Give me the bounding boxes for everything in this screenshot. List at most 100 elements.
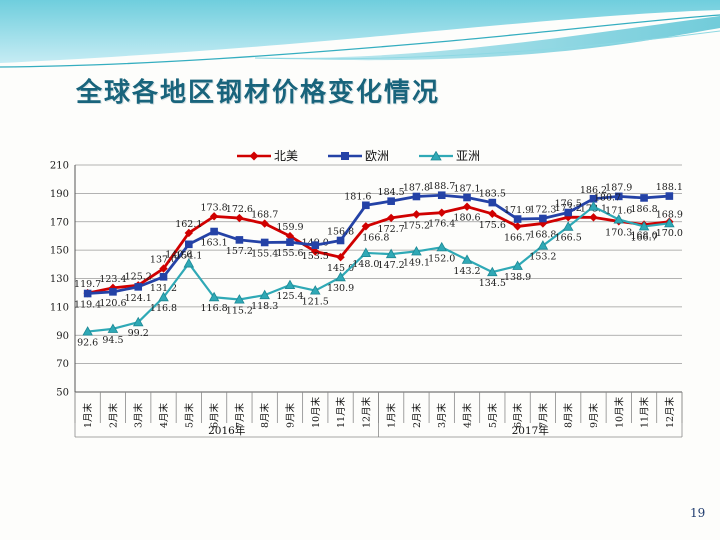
data-point-label: 166.8 — [362, 232, 389, 243]
data-point-marker — [260, 238, 269, 247]
data-point-marker — [588, 201, 599, 211]
data-point-label: 124.1 — [125, 293, 152, 304]
data-point-marker — [488, 198, 497, 207]
data-point-marker — [311, 241, 320, 249]
x-axis-month-label: 1月末 — [386, 402, 398, 428]
data-point-marker — [539, 214, 547, 223]
x-axis-month-label: 7月末 — [537, 402, 549, 428]
steel-price-chart: 50 70 90 110 130 150 170 190 210 1月末 2月末 3月末 4月末 5月末 6… — [0, 140, 720, 470]
data-point-label: 173.2 — [555, 203, 582, 214]
x-axis-month-label: 10月末 — [310, 396, 322, 428]
data-point-label: 184.5 — [378, 187, 405, 198]
data-point-label: 125.2 — [125, 271, 152, 282]
legend-label-north-america: 北美 — [274, 149, 299, 163]
data-point-marker — [537, 240, 549, 250]
wave-main — [0, 0, 720, 63]
data-point-label: 125.4 — [276, 291, 303, 302]
data-point-marker — [513, 215, 522, 223]
data-point-label: 92.6 — [77, 338, 98, 349]
legend-item-europe: 欧洲 — [328, 147, 389, 164]
data-point-label: 186.8 — [630, 204, 657, 215]
data-point-marker — [235, 213, 244, 223]
x-axis-month-label: 4月末 — [462, 402, 474, 428]
data-point-marker — [614, 192, 623, 201]
x-axis-month-label: 8月末 — [563, 402, 575, 428]
data-point-label: 155.4 — [251, 248, 278, 259]
data-point-marker — [109, 288, 117, 296]
x-axis-month-label: 4月末 — [158, 402, 170, 428]
data-point-marker — [463, 193, 471, 202]
data-point-label: 153.5 — [302, 251, 329, 262]
y-axis-tick-label: 110 — [50, 302, 69, 313]
data-point-label: 134.5 — [479, 278, 506, 289]
legend-item-asia: 亚洲 — [419, 147, 480, 164]
data-point-label: 176.4 — [428, 219, 455, 230]
data-point-marker — [82, 326, 93, 336]
wave-line-light — [254, 30, 720, 60]
data-point-marker — [286, 238, 294, 246]
data-point-marker — [284, 279, 296, 290]
data-point-label: 121.5 — [302, 297, 329, 308]
data-point-label: 131.2 — [150, 283, 177, 294]
x-axis-month-label: 12月末 — [664, 396, 676, 428]
x-axis-month-label: 11月末 — [639, 396, 651, 428]
data-point-label: 123.4 — [99, 274, 126, 285]
slide-title: 全球各地区钢材价格变化情况 — [76, 78, 441, 108]
data-point-marker — [411, 245, 422, 256]
x-axis-year-label: 2017年 — [512, 424, 549, 437]
data-point-marker — [336, 236, 345, 245]
data-point-label: 168.7 — [251, 210, 278, 221]
y-axis-tick-label: 90 — [56, 331, 69, 342]
data-point-label: 149.1 — [403, 257, 430, 268]
data-point-label: 163.1 — [201, 238, 228, 249]
data-point-label: 170.0 — [656, 228, 683, 239]
x-axis-month-label: 7月末 — [234, 402, 246, 428]
data-point-marker — [640, 194, 648, 202]
data-point-label: 188.1 — [656, 182, 683, 193]
y-axis-tick-label: 130 — [50, 274, 69, 285]
data-point-marker — [183, 258, 195, 268]
wave-ribbon — [262, 16, 720, 61]
series-line-亚洲 — [87, 205, 670, 333]
data-point-label: 156.8 — [327, 226, 354, 237]
data-point-label: 153.2 — [529, 252, 556, 263]
data-point-marker — [437, 208, 446, 217]
data-point-marker — [107, 323, 119, 333]
data-point-marker — [665, 192, 674, 200]
y-axis-tick-label: 70 — [56, 359, 69, 370]
legend-label-europe: 欧洲 — [365, 149, 390, 163]
data-point-label: 120.6 — [99, 298, 126, 309]
data-point-marker — [234, 294, 245, 304]
x-axis-month-label: 10月末 — [613, 396, 625, 428]
data-point-marker — [360, 247, 372, 257]
data-point-label: 172.7 — [378, 224, 405, 235]
data-point-marker — [387, 197, 395, 205]
x-axis-month-label: 6月末 — [209, 402, 221, 428]
data-point-label: 137.0 — [150, 255, 177, 266]
x-axis-month-label: 11月末 — [335, 396, 347, 428]
x-axis-month-label: 5月末 — [183, 402, 195, 428]
data-point-label: 99.2 — [128, 328, 149, 339]
data-point-label: 172.6 — [226, 204, 253, 215]
data-point-label: 143.2 — [453, 266, 480, 277]
x-axis-month-label: 9月末 — [284, 402, 296, 428]
data-point-label: 181.6 — [344, 191, 371, 202]
data-point-marker — [185, 240, 193, 249]
data-point-label: 116.8 — [150, 303, 177, 314]
data-point-label: 157.2 — [226, 246, 253, 257]
data-point-marker — [259, 289, 270, 300]
x-axis-month-label: 6月末 — [512, 402, 524, 428]
data-point-label: 175.6 — [479, 220, 506, 231]
data-point-marker — [311, 247, 320, 256]
data-point-marker — [235, 236, 244, 244]
data-point-label: 175.2 — [403, 220, 430, 231]
page-number: 19 — [690, 506, 706, 520]
data-point-label: 176.5 — [555, 199, 582, 210]
y-axis-tick-label: 210 — [50, 161, 69, 172]
data-point-label: 118.3 — [251, 301, 278, 312]
data-point-label: 140.6 — [165, 249, 192, 260]
data-point-marker — [613, 214, 625, 224]
data-point-label: 180.6 — [453, 213, 480, 224]
data-point-marker — [362, 201, 370, 210]
